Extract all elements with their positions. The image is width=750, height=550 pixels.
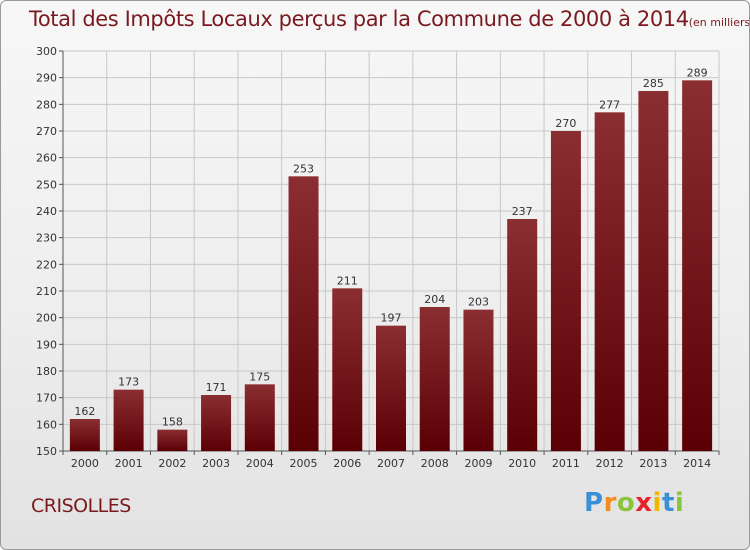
commune-name: CRISOLLES — [31, 495, 131, 517]
x-tick-label-2003: 2003 — [202, 457, 230, 470]
data-label-2003: 171 — [206, 381, 227, 394]
y-tick-label: 240 — [36, 205, 57, 218]
x-tick-label-2012: 2012 — [596, 457, 624, 470]
logo-letter: i — [652, 488, 662, 518]
data-label-2010: 237 — [512, 205, 533, 218]
logo-letter: i — [674, 488, 685, 518]
y-tick-label: 270 — [36, 125, 57, 138]
y-tick-label: 160 — [36, 418, 57, 431]
x-tick-label-2002: 2002 — [158, 457, 186, 470]
x-tick-label-2013: 2013 — [639, 457, 667, 470]
y-tick-label: 190 — [36, 338, 57, 351]
data-label-2008: 204 — [424, 293, 445, 306]
data-label-2002: 158 — [162, 416, 183, 429]
y-tick-label: 260 — [36, 152, 57, 165]
x-tick-label-2007: 2007 — [377, 457, 405, 470]
bar-2006 — [332, 288, 363, 451]
y-tick-label: 230 — [36, 232, 57, 245]
data-label-2011: 270 — [555, 117, 576, 130]
logo-letter: x — [635, 488, 653, 518]
bar-2014 — [682, 80, 713, 451]
data-label-2012: 277 — [599, 98, 620, 111]
y-tick-label: 210 — [36, 285, 57, 298]
x-tick-label-2014: 2014 — [683, 457, 711, 470]
labels: 150 160 170 180 190 200 210 220 230 240 250 260 270 2… — [36, 45, 711, 470]
x-tick-label-2008: 2008 — [421, 457, 449, 470]
bar-2011 — [550, 131, 581, 451]
logo-letter: o — [616, 488, 636, 518]
x-tick-label-2005: 2005 — [290, 457, 318, 470]
x-tick-label-2011: 2011 — [552, 457, 580, 470]
data-label-2001: 173 — [118, 376, 139, 389]
bar-2009 — [463, 309, 494, 451]
title-row: Total des Impôts Locaux perçus par la Co… — [29, 7, 750, 31]
x-tick-label-2004: 2004 — [246, 457, 274, 470]
data-label-2000: 162 — [74, 405, 95, 418]
y-tick-label: 300 — [36, 45, 57, 58]
bar-2008 — [419, 307, 450, 451]
bar-2003 — [201, 395, 232, 451]
x-tick-label-2001: 2001 — [115, 457, 143, 470]
x-tick-label-2010: 2010 — [508, 457, 536, 470]
bar-2007 — [376, 325, 406, 451]
bar-2012 — [594, 112, 625, 451]
y-tick-label: 200 — [36, 312, 57, 325]
y-tick-label: 250 — [36, 178, 57, 191]
data-label-2006: 211 — [337, 274, 358, 287]
data-label-2004: 175 — [249, 370, 270, 383]
bar-2002 — [157, 429, 188, 451]
y-tick-label: 180 — [36, 365, 57, 378]
x-tick-label-2006: 2006 — [333, 457, 361, 470]
data-label-2005: 253 — [293, 162, 314, 175]
y-tick-label: 220 — [36, 258, 57, 271]
logo-letter: r — [603, 488, 617, 518]
logo-letter: t — [661, 488, 675, 518]
bars — [69, 80, 713, 452]
chart-subtitle: (en milliers d'€) — [688, 16, 750, 29]
y-tick-label: 170 — [36, 392, 57, 405]
logo-letter: P — [584, 488, 604, 518]
data-label-2014: 289 — [687, 66, 708, 79]
bar-2013 — [638, 91, 669, 451]
proxiti-logo: Proxiti — [584, 488, 684, 518]
bar-2000 — [69, 419, 100, 451]
data-label-2009: 203 — [468, 296, 489, 309]
y-tick-label: 150 — [36, 445, 57, 458]
chart-title: Total des Impôts Locaux perçus par la Co… — [29, 7, 689, 31]
bar-2010 — [507, 219, 538, 451]
x-tick-label-2000: 2000 — [71, 457, 99, 470]
x-tick-label-2009: 2009 — [464, 457, 492, 470]
y-tick-label: 280 — [36, 98, 57, 111]
y-tick-label: 290 — [36, 72, 57, 85]
bar-2005 — [288, 176, 319, 452]
bar-2004 — [244, 384, 275, 451]
data-label-2007: 197 — [381, 312, 402, 325]
bar-2001 — [113, 389, 144, 451]
bar-chart: 150 160 170 180 190 200 210 220 230 240 250 260 270 2… — [36, 45, 720, 470]
data-label-2013: 285 — [643, 77, 664, 90]
